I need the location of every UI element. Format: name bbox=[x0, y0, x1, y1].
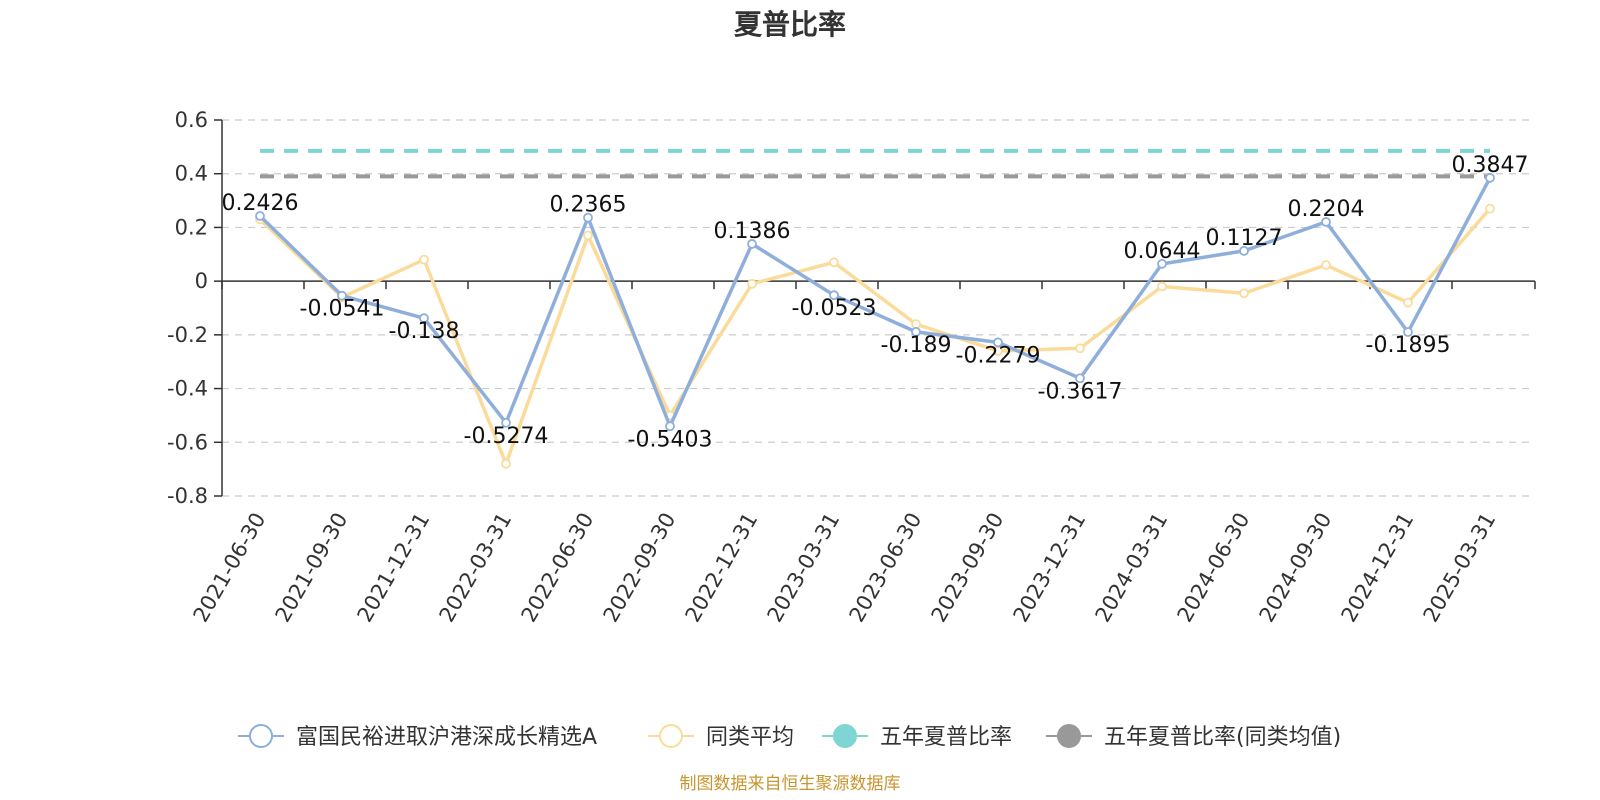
data-point bbox=[665, 421, 675, 432]
series-line bbox=[258, 177, 1492, 429]
data-point bbox=[419, 313, 429, 324]
y-tick-label: -0.4 bbox=[167, 377, 208, 401]
data-point bbox=[501, 458, 511, 469]
data-point bbox=[993, 337, 1003, 348]
legend-label: 同类平均 bbox=[706, 725, 794, 750]
y-tick-label: 0 bbox=[195, 269, 208, 293]
data-label: -0.0523 bbox=[792, 296, 877, 321]
data-label: -0.5274 bbox=[464, 424, 549, 449]
legend-swatch-marker bbox=[833, 724, 857, 748]
legend-label: 五年夏普比率(同类均值) bbox=[1104, 725, 1341, 750]
x-tick-label: 2022-06-30 bbox=[517, 509, 599, 627]
data-label: -0.0541 bbox=[300, 297, 385, 322]
data-labels: 0.2426 -0.0541-0.138 -0.5274 0.2365 -0.5403 0… bbox=[222, 153, 1529, 452]
data-point bbox=[1075, 343, 1085, 354]
data-label: 0.1386 bbox=[714, 219, 791, 244]
data-label: 0.2426 bbox=[222, 191, 299, 216]
chart-title: 夏普比率 bbox=[734, 8, 846, 41]
y-tick-label: -0.6 bbox=[167, 430, 208, 454]
x-tick-label: 2023-09-30 bbox=[927, 509, 1009, 627]
legend-label: 富国民裕进取沪港深成长精选A bbox=[296, 725, 597, 750]
data-point bbox=[829, 290, 839, 301]
data-label: -0.189 bbox=[881, 333, 952, 358]
x-tick-label: 2024-09-30 bbox=[1255, 509, 1337, 627]
data-point bbox=[1239, 245, 1249, 256]
legend-item: 同类平均 bbox=[648, 724, 794, 750]
data-label: -0.5403 bbox=[628, 427, 713, 452]
legend-swatch-marker bbox=[659, 724, 683, 748]
y-tick-label: 0.2 bbox=[175, 215, 208, 239]
legend-swatch-marker bbox=[249, 724, 273, 748]
series-lines bbox=[255, 172, 1495, 469]
x-tick-label: 2023-12-31 bbox=[1009, 509, 1091, 627]
data-point bbox=[829, 257, 839, 268]
grid-lines bbox=[222, 119, 1535, 497]
legend: 富国民裕进取沪港深成长精选A 同类平均 五年夏普比率 五年夏普比率(同类均值) bbox=[238, 724, 1341, 750]
data-point bbox=[1403, 297, 1413, 308]
x-tick-label: 2022-09-30 bbox=[599, 509, 681, 627]
data-source-note: 制图数据来自恒生聚源数据库 bbox=[680, 774, 901, 794]
data-point bbox=[1075, 373, 1085, 384]
x-tick-label: 2022-03-31 bbox=[435, 509, 517, 627]
x-tick-label: 2023-06-30 bbox=[845, 509, 927, 627]
data-point bbox=[911, 319, 921, 330]
y-tick-label: -0.2 bbox=[167, 323, 208, 347]
legend-item: 富国民裕进取沪港深成长精选A bbox=[238, 724, 597, 750]
x-tick-label: 2024-12-31 bbox=[1337, 509, 1419, 627]
y-tick-label: 0.6 bbox=[175, 108, 208, 132]
data-label: -0.2279 bbox=[956, 343, 1041, 368]
data-point bbox=[1485, 203, 1495, 214]
data-label: 0.3847 bbox=[1452, 153, 1529, 178]
y-tick-label: 0.4 bbox=[175, 162, 208, 186]
data-point bbox=[747, 278, 757, 289]
data-point bbox=[255, 211, 265, 221]
data-point bbox=[1157, 258, 1167, 269]
x-tick-label: 2022-12-31 bbox=[681, 509, 763, 627]
x-tick-label: 2021-06-30 bbox=[189, 509, 271, 627]
series-line bbox=[258, 207, 1492, 466]
legend-item: 五年夏普比率(同类均值) bbox=[1046, 724, 1341, 750]
y-tick-label: -0.8 bbox=[167, 484, 208, 508]
data-point bbox=[911, 327, 921, 337]
data-point bbox=[419, 254, 429, 265]
data-point bbox=[1321, 217, 1331, 227]
data-label: 0.1127 bbox=[1206, 226, 1283, 251]
data-point bbox=[583, 230, 593, 241]
x-tick-label: 2021-12-31 bbox=[353, 509, 435, 627]
data-point bbox=[583, 212, 593, 223]
data-label: -0.3617 bbox=[1038, 379, 1123, 404]
data-point bbox=[1321, 260, 1331, 270]
legend-label: 五年夏普比率 bbox=[880, 725, 1012, 750]
data-point bbox=[1239, 288, 1249, 299]
data-point bbox=[337, 290, 347, 301]
x-tick-label: 2024-03-31 bbox=[1091, 509, 1173, 627]
data-label: -0.138 bbox=[389, 319, 460, 344]
x-tick-label: 2025-03-31 bbox=[1419, 509, 1501, 627]
reference-lines bbox=[260, 148, 1490, 179]
x-tick-label: 2021-09-30 bbox=[271, 509, 353, 627]
data-point bbox=[1485, 172, 1495, 183]
data-label: 0.2204 bbox=[1288, 197, 1365, 222]
data-point bbox=[1403, 327, 1413, 337]
data-point bbox=[747, 239, 757, 249]
data-label: 0.0644 bbox=[1124, 239, 1201, 264]
data-point bbox=[501, 417, 511, 428]
legend-swatch-marker bbox=[1057, 724, 1081, 748]
data-label: 0.2365 bbox=[550, 193, 627, 218]
x-tick-label: 2023-03-31 bbox=[763, 509, 845, 627]
data-label: -0.1895 bbox=[1366, 333, 1451, 358]
x-tick-label: 2024-06-30 bbox=[1173, 509, 1255, 627]
legend-item: 五年夏普比率 bbox=[822, 724, 1012, 750]
data-point bbox=[1157, 281, 1167, 292]
